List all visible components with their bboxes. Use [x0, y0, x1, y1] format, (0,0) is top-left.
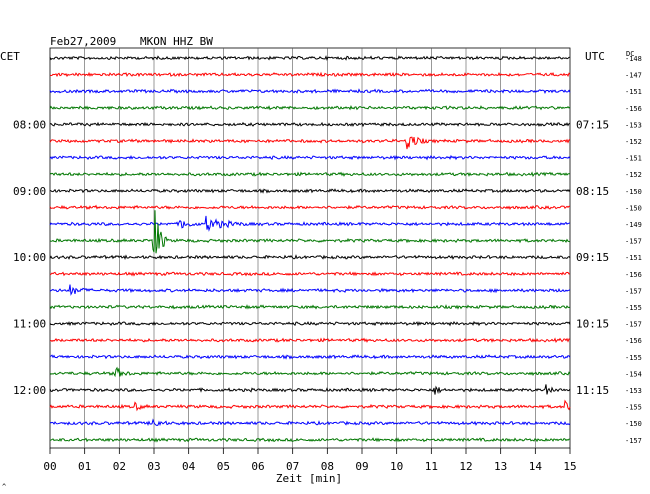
chart-station: MKON HHZ BW: [140, 35, 213, 48]
x-tick-label: 01: [78, 460, 91, 473]
trace-15: [49, 284, 571, 296]
dc-offset-label: -154: [625, 370, 642, 378]
trace-3: [49, 88, 571, 95]
trace-11: [49, 215, 571, 232]
dc-offset-label: -153: [625, 387, 642, 395]
trace-1: [49, 55, 571, 61]
dc-offset-label: -157: [625, 321, 642, 329]
x-tick-label: 04: [182, 460, 196, 473]
trace-8: [49, 171, 570, 178]
x-tick-label: 02: [113, 460, 126, 473]
seismic-traces: [49, 55, 571, 443]
trace-22: [49, 399, 571, 412]
trace-14: [49, 271, 571, 277]
dc-offset-label: -149: [625, 221, 642, 229]
x-tick-label: 12: [459, 460, 472, 473]
dc-offset-label: -150: [625, 420, 642, 428]
x-tick-label: 15: [563, 460, 576, 473]
left-timezone-label: CET: [0, 50, 20, 63]
dc-offset-label: -155: [625, 354, 642, 362]
trace-9: [49, 188, 571, 194]
right-time-label: 10:15: [576, 318, 609, 331]
right-time-labels: 07:15 08:15 09:15 10:15 11:15: [576, 118, 609, 397]
x-axis-label: Zeit [min]: [276, 472, 342, 485]
grid-lines: [49, 47, 571, 454]
dc-offset-labels: -148 -147 -151 -156 -153 -152 -151 -152 -150 -150…: [625, 55, 642, 445]
x-tick-label: 07: [286, 460, 299, 473]
x-tick-label: 08: [321, 460, 334, 473]
dc-offset-label: -147: [625, 72, 642, 80]
dc-offset-label: -152: [625, 171, 642, 179]
x-tick-label: 14: [529, 460, 543, 473]
dc-offset-label: -157: [625, 238, 642, 246]
x-tick-label: 13: [494, 460, 507, 473]
dc-offset-label: -151: [625, 254, 642, 262]
left-time-labels: 08:00 09:00 10:00 11:00 12:00: [13, 118, 46, 397]
x-tick-label: 00: [43, 460, 56, 473]
left-time-label: 10:00: [13, 251, 46, 264]
right-timezone-label: UTC: [585, 50, 605, 63]
left-time-label: 09:00: [13, 185, 46, 198]
right-time-label: 09:15: [576, 251, 609, 264]
trace-5: [49, 121, 571, 128]
x-tick-label: 03: [147, 460, 160, 473]
chart-date: Feb27,2009: [50, 35, 116, 48]
right-time-label: 11:15: [576, 384, 609, 397]
dc-offset-label: -153: [625, 121, 642, 129]
dc-offset-label: -157: [625, 287, 642, 295]
trace-19: [49, 354, 571, 360]
dc-offset-label: -155: [625, 304, 642, 312]
dc-offset-label: -156: [625, 271, 642, 279]
trace-16: [49, 304, 571, 310]
trace-10: [49, 204, 571, 210]
dc-offset-label: -151: [625, 155, 642, 163]
left-time-label: 12:00: [13, 384, 46, 397]
dc-offset-label: -157: [625, 437, 642, 445]
trace-12: [49, 210, 571, 254]
dc-offset-label: -152: [625, 138, 642, 146]
dc-offset-label: -150: [625, 204, 642, 212]
dc-offset-label: -156: [625, 337, 642, 345]
trace-20: [49, 366, 571, 378]
x-tick-label: 09: [355, 460, 368, 473]
dc-offset-label: -151: [625, 88, 642, 96]
x-tick-label: 11: [425, 460, 438, 473]
trace-4: [49, 104, 571, 111]
trace-17: [49, 320, 571, 327]
dc-offset-label: -150: [625, 188, 642, 196]
x-tick-label: 06: [251, 460, 264, 473]
trace-21: [49, 384, 571, 395]
x-tick-label: 10: [390, 460, 403, 473]
trace-7: [49, 154, 571, 161]
trace-24: [49, 437, 570, 443]
x-tick-label: 05: [217, 460, 230, 473]
trace-23: [49, 418, 571, 427]
left-time-label: 08:00: [13, 118, 46, 131]
dc-offset-label: -155: [625, 404, 642, 412]
x-axis-tick-labels: 00 01 02 03 04 05 06 07 08 09 10 11 12 13 14 15: [43, 460, 576, 473]
dc-offset-header: DC: [626, 50, 634, 58]
trace-13: [49, 254, 571, 261]
plot-frame: [49, 47, 571, 449]
trace-6: [49, 136, 571, 150]
dc-offset-label: -148: [625, 55, 642, 63]
dc-offset-label: -156: [625, 105, 642, 113]
trace-18: [49, 337, 571, 344]
right-time-label: 08:15: [576, 185, 609, 198]
trace-2: [49, 71, 571, 78]
corner-mark: ^: [2, 483, 6, 491]
right-time-label: 07:15: [576, 118, 609, 131]
left-time-label: 11:00: [13, 318, 46, 331]
